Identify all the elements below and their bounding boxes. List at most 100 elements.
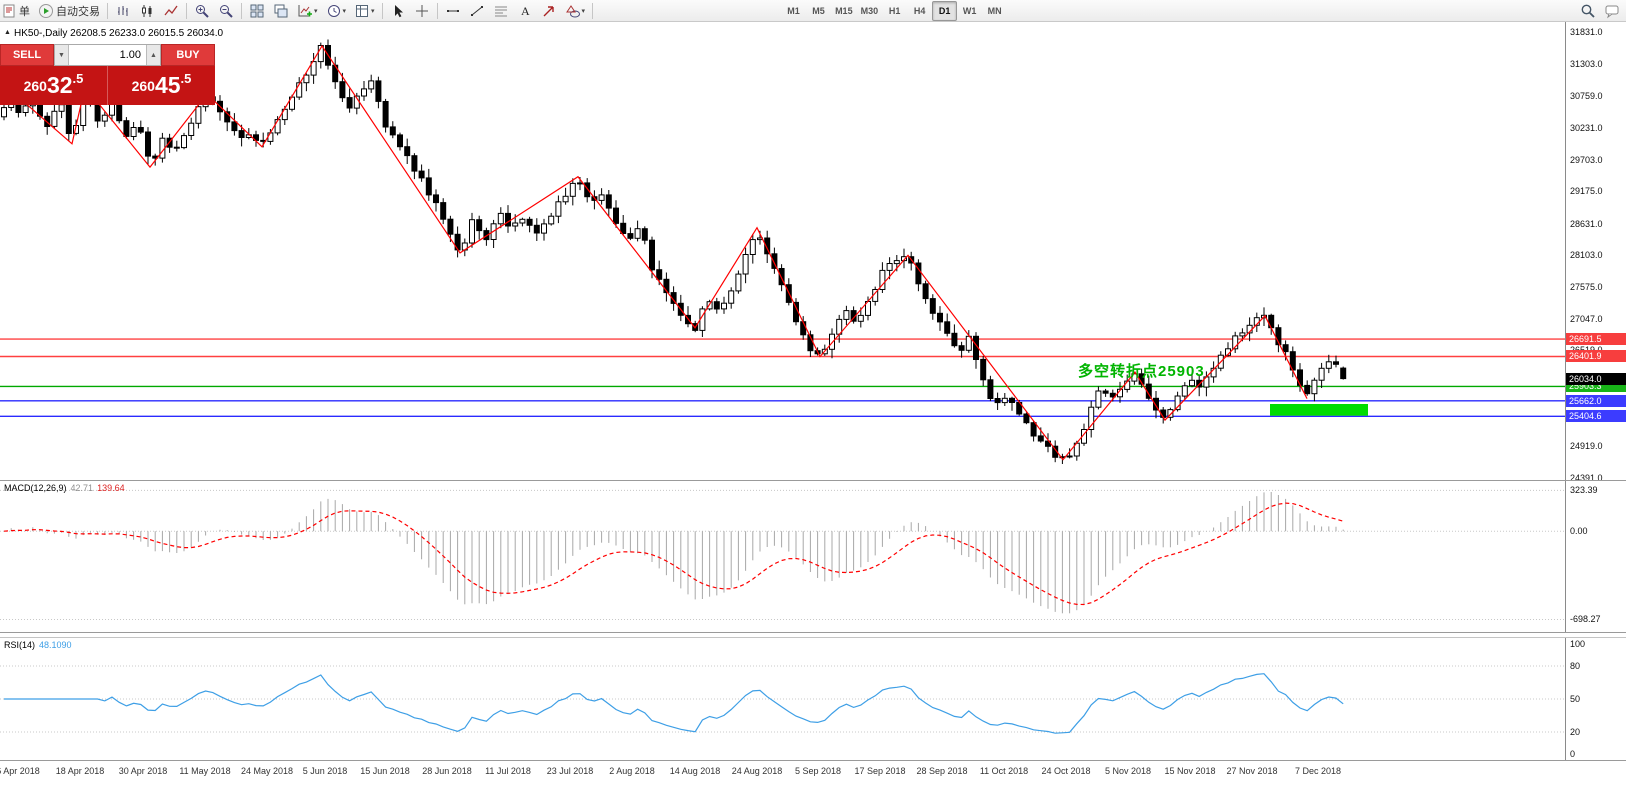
shapes-button[interactable]: ▾ [561, 1, 590, 21]
date-label: 24 Oct 2018 [1041, 766, 1091, 776]
sell-price-fraction: .5 [72, 71, 84, 86]
chart-ohlc-label: HK50-,Daily 26208.5 26233.0 26015.5 2603… [14, 28, 224, 39]
price-tick: 27047.0 [1570, 314, 1603, 324]
trend-line-button[interactable] [465, 1, 489, 21]
chat-button[interactable] [1600, 1, 1624, 21]
toolbar-spacer [596, 10, 781, 11]
timeframe-w1-button[interactable]: W1 [962, 5, 977, 16]
macd-name: MACD(12,26,9) [4, 483, 67, 493]
horizontal-line-icon [445, 3, 461, 19]
panel-splitter[interactable] [0, 480, 1626, 481]
price-tick: 28631.0 [1570, 219, 1603, 229]
cascade-windows-icon [273, 3, 289, 19]
macd-panel[interactable]: MACD(12,26,9) 42.71 139.64 323.39 0.00 -698.… [0, 481, 1626, 632]
date-label: 28 Jun 2018 [422, 766, 472, 776]
templates-icon [354, 3, 370, 19]
macd-signal-line [3, 502, 1344, 606]
svg-text:A: A [521, 4, 530, 18]
date-label: 23 Jul 2018 [546, 766, 594, 776]
toolbar-separator [592, 2, 594, 19]
new-order-button[interactable]: 单 [0, 1, 34, 21]
rsi-tick: 80 [1570, 661, 1581, 671]
pivot-annotation[interactable]: 多空转折点25903 [1078, 363, 1205, 380]
cascade-windows-button[interactable] [269, 1, 293, 21]
fibonacci-button[interactable] [489, 1, 513, 21]
auto-trading-button[interactable]: 自动交易 [34, 1, 104, 21]
macd-chart [0, 489, 1565, 620]
macd-axis[interactable]: 323.39 0.00 -698.27 [1565, 481, 1626, 632]
candlestick-chart-button[interactable] [135, 1, 159, 21]
price-tag-25662: 25662.0 [1566, 395, 1626, 407]
date-label: 24 May 2018 [240, 766, 294, 776]
zoom-out-button[interactable] [214, 1, 238, 21]
price-tick: 27575.0 [1570, 282, 1603, 292]
crosshair-button[interactable] [410, 1, 434, 21]
volume-stepper[interactable]: ▼ 1.00 ▲ [54, 44, 161, 66]
volume-down-button[interactable]: ▼ [55, 45, 69, 65]
price-tag-26691.5: 26691.5 [1566, 333, 1626, 345]
timeframe-m1-button[interactable]: M1 [787, 5, 800, 16]
bar-chart-button[interactable] [111, 1, 135, 21]
rsi-label: RSI(14) 48.1090 [4, 640, 72, 650]
price-tag-26034: 26034.0 [1566, 373, 1626, 385]
date-label: 18 Apr 2018 [55, 766, 105, 776]
timeframe-mn-button[interactable]: MN [987, 5, 1002, 16]
date-axis[interactable]: 6 Apr 2018 18 Apr 2018 30 Apr 2018 11 May 2… [0, 761, 1626, 783]
timeframe-d1-button[interactable]: D1 [932, 0, 958, 21]
date-label: 11 May 2018 [179, 766, 231, 776]
timeframe-m5-button[interactable]: M5 [812, 5, 825, 16]
toolbar-separator [381, 2, 383, 19]
rsi-name: RSI(14) [4, 640, 36, 650]
arrow-tool-button[interactable] [537, 1, 561, 21]
sell-price-big-digits: 32 [46, 72, 73, 98]
timeframe-h1-button[interactable]: H1 [888, 5, 901, 16]
fibonacci-icon [493, 3, 509, 19]
auto-trading-label: 自动交易 [56, 5, 100, 18]
templates-caret-icon: ▾ [371, 7, 375, 15]
panel-splitter[interactable] [0, 637, 1626, 638]
cursor-button[interactable] [386, 1, 410, 21]
volume-value[interactable]: 1.00 [119, 49, 141, 61]
text-tool-icon: A [517, 3, 533, 19]
chart-panel[interactable]: ▲ HK50-,Daily 26208.5 26233.0 26015.5 26… [0, 22, 1626, 483]
price-axis[interactable]: 31831.0 31303.0 30759.0 30231.0 29703.0 29175… [1565, 22, 1626, 483]
buy-button[interactable]: BUY [161, 44, 215, 66]
rsi-tick: 20 [1570, 727, 1581, 737]
date-label: 11 Oct 2018 [979, 766, 1029, 776]
price-chart[interactable] [0, 22, 1565, 480]
timeframe-h4-button[interactable]: H4 [913, 5, 926, 16]
macd-tick: 323.39 [1570, 485, 1598, 495]
new-chart-button[interactable]: ▾ [293, 1, 322, 21]
line-chart-button[interactable] [159, 1, 183, 21]
line-chart-icon [163, 3, 179, 19]
hlines[interactable] [0, 338, 1565, 417]
timeframe-m30-button[interactable]: M30 [860, 5, 879, 16]
templates-button[interactable]: ▾ [350, 1, 379, 21]
periods-button[interactable]: ▾ [322, 1, 351, 21]
price-tick: 31303.0 [1570, 59, 1603, 69]
text-tool-button[interactable]: A [513, 1, 537, 21]
sell-button[interactable]: SELL [0, 44, 54, 66]
timeframe-m15-button[interactable]: M15 [835, 5, 853, 16]
candlestick-chart-icon [139, 3, 155, 19]
date-label: 5 Jun 2018 [302, 766, 348, 776]
sell-price-prefix: 260 [23, 77, 47, 94]
search-button[interactable] [1576, 1, 1600, 21]
rsi-panel[interactable]: RSI(14) 48.1090 100 80 50 20 0 [0, 638, 1626, 760]
tile-windows-button[interactable] [245, 1, 269, 21]
panel-splitter[interactable] [0, 632, 1626, 633]
sell-price[interactable]: 260 32.5 [0, 66, 108, 105]
rsi-line [4, 673, 1344, 734]
one-click-trading-panel: SELL ▼ 1.00 ▲ BUY 260 32.5 260 45.5 [0, 44, 215, 105]
bar-chart-icon [115, 3, 131, 19]
buy-price[interactable]: 260 45.5 [108, 66, 215, 105]
rsi-axis[interactable]: 100 80 50 20 0 [1565, 638, 1626, 760]
toolbar-separator [436, 2, 438, 19]
zoom-in-button[interactable] [190, 1, 214, 21]
volume-up-button[interactable]: ▲ [146, 45, 160, 65]
date-label: 15 Jun 2018 [360, 766, 410, 776]
collapse-panel-arrow[interactable]: ▲ [4, 29, 11, 36]
green-zone-rect[interactable] [1270, 404, 1368, 416]
horizontal-line-button[interactable] [441, 1, 465, 21]
